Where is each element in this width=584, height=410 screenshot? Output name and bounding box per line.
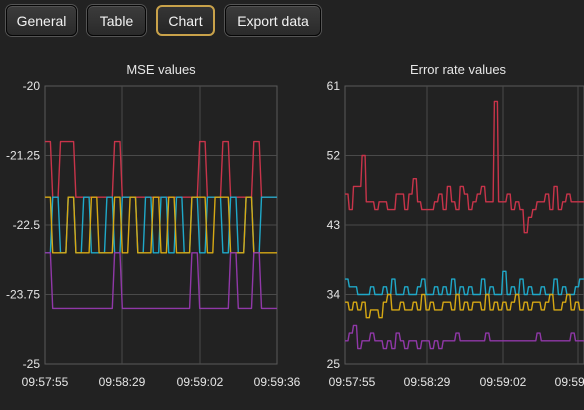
x-tick-label: 09:59:36 <box>555 375 584 389</box>
series-line <box>345 324 584 350</box>
x-tick-label: 09:59:02 <box>177 375 224 389</box>
y-tick-label: -21.25 <box>6 149 40 163</box>
y-tick-label: 52 <box>327 149 341 163</box>
series-line <box>45 196 277 254</box>
y-tick-label: 34 <box>327 288 341 302</box>
y-tick-label: -22.5 <box>13 218 41 232</box>
mse-chart: MSE values -20 -21.25 -22.5 -23.75 -25 09:57:… <box>6 62 301 389</box>
y-tick-label: -25 <box>23 357 41 371</box>
y-tick-label: -20 <box>23 79 41 93</box>
y-tick-label: 43 <box>327 218 341 232</box>
y-tick-label: -23.75 <box>6 288 40 302</box>
chart-title: MSE values <box>126 62 196 77</box>
series-line <box>45 140 277 198</box>
x-tick-label: 09:59:36 <box>254 375 301 389</box>
tab-bar: General Table Chart Export data <box>0 0 584 44</box>
error-rate-chart: Error rate values 61 52 43 34 25 09:57:55 09:5… <box>327 62 584 389</box>
series-line <box>345 293 584 319</box>
tab-table[interactable]: Table <box>87 5 146 36</box>
x-tick-label: 09:57:55 <box>329 375 376 389</box>
x-tick-label: 09:58:29 <box>99 375 146 389</box>
x-tick-label: 09:58:29 <box>404 375 451 389</box>
series-line <box>345 100 584 234</box>
x-tick-label: 09:59:02 <box>480 375 527 389</box>
tab-general[interactable]: General <box>6 5 77 36</box>
y-tick-label: 61 <box>327 79 341 93</box>
chart-title: Error rate values <box>410 62 507 77</box>
tab-chart[interactable]: Chart <box>156 5 215 36</box>
y-tick-label: 25 <box>327 357 341 371</box>
series-line <box>345 270 584 296</box>
tab-export-data[interactable]: Export data <box>225 5 321 36</box>
series-line <box>45 252 277 310</box>
x-tick-label: 09:57:55 <box>22 375 69 389</box>
